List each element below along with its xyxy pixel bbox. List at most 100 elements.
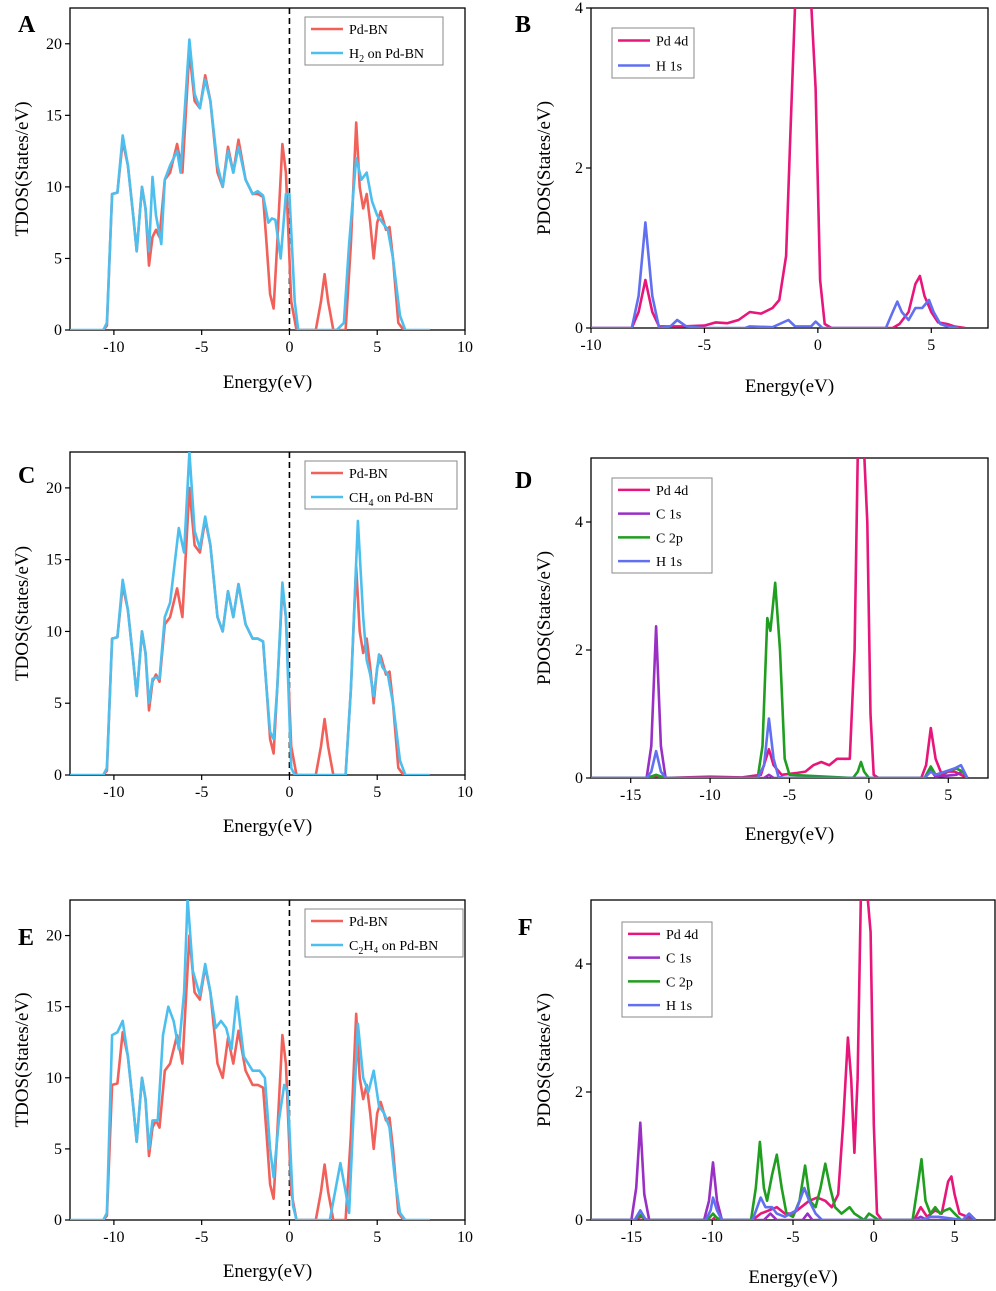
legend-label: H 1s [656,60,682,75]
panel-e: E -10 -5 0 5 10 0 5 10 15 20 Energy(eV) TDOS(States/… [12,899,473,1282]
legend-label: C 1s [656,508,681,523]
x-tick-label: 10 [457,339,473,356]
y-tick-label: 20 [46,480,62,497]
legend-label-rest: on Pd-BN [364,47,424,62]
plot-area [70,900,430,1220]
x-tick-label: 0 [865,787,873,804]
series-line-h-1s [591,1186,977,1220]
legend-label: Pd 4d [656,484,688,499]
legend-box [611,27,695,79]
legend-label-base: C [349,939,358,954]
plot-frame [69,7,466,331]
series-line-c-1s [591,1121,975,1220]
panel-f: F -15 -10 -5 0 5 0 2 4 Energy(eV) PDOS(States/eV) P… [518,899,996,1288]
x-tick-label: 5 [373,1229,381,1246]
y-axis-title: TDOS(States/eV) [12,101,33,236]
plot-area [591,8,966,328]
x-tick-label: 0 [285,339,293,356]
legend-label: C2H₄ on Pd-BN [349,939,438,957]
legend-label-rest: H₄ on Pd-BN [363,939,438,954]
y-axis-title: PDOS(States/eV) [534,551,555,685]
legend-box [304,460,458,510]
plot-frame [69,451,466,776]
legend-label-base: H 1s [656,555,682,570]
legend-box [611,477,713,574]
y-tick-label: 0 [575,770,583,787]
y-tick-label: 4 [575,514,583,531]
y-tick-label: 15 [46,552,62,569]
panel-letter: E [18,925,34,951]
x-tick-label: 5 [373,339,381,356]
plot-area [591,458,969,778]
x-tick-label: -5 [195,1229,208,1246]
plot-frame [69,899,466,1221]
x-tick-label: -5 [698,337,711,354]
x-axis-title: Energy(eV) [223,372,312,393]
x-tick-label: 0 [285,784,293,801]
legend-label-base: Pd 4d [656,35,688,50]
y-tick-label: 0 [575,1212,583,1229]
legend: Pd 4d C 1s C 2p H 1s [621,921,713,1018]
legend-label-base: CH [349,491,368,506]
legend: Pd-BN C2H₄ on Pd-BN [304,908,464,958]
y-tick-label: 15 [46,107,62,124]
series-line-h-1s [591,221,959,328]
legend-label-subscript: 4 [368,498,373,509]
y-tick-label: 0 [54,322,62,339]
x-tick-label: -15 [621,1229,642,1246]
x-tick-label: 0 [285,1229,293,1246]
series-line-ch4-on-pd-bn [70,452,430,775]
y-tick-label: 10 [46,623,62,640]
legend-label: C 2p [656,531,683,546]
legend: Pd-BN CH4 on Pd-BN [304,460,458,510]
panel-letter: C [18,463,35,489]
y-tick-label: 0 [575,320,583,337]
x-tick-label: -5 [786,1229,799,1246]
series-line-pd-4d [591,8,966,328]
legend-label-base: Pd 4d [666,928,698,943]
y-tick-label: 0 [54,767,62,784]
legend-box [621,921,713,1018]
legend-label-subscript: 2 [359,54,364,65]
x-axis-title: Energy(eV) [745,376,834,397]
panel-d: D -15 -10 -5 0 5 0 2 4 Energy(eV) PDOS(States/eV) P… [515,457,989,845]
y-tick-label: 5 [54,695,62,712]
legend-label: H 1s [656,555,682,570]
legend-label-base: C 1s [656,508,681,523]
y-axis-title: TDOS(States/eV) [12,992,33,1127]
x-axis-title: Energy(eV) [748,1267,837,1288]
legend-label-base: Pd 4d [656,484,688,499]
legend-label: CH4 on Pd-BN [349,491,433,509]
y-tick-label: 20 [46,928,62,945]
series-line-pd-4d [591,458,968,778]
y-tick-label: 4 [575,956,583,973]
x-tick-label: 0 [814,337,822,354]
x-axis-title: Energy(eV) [745,824,834,845]
legend: Pd 4d H 1s [611,27,695,79]
y-tick-label: 10 [46,1070,62,1087]
y-tick-label: 10 [46,179,62,196]
series-line-h-1s [591,717,969,778]
legend-box [304,908,464,958]
legend-label-base: H 1s [666,999,692,1014]
series-line-pd-bn [102,49,405,330]
legend-label: C 2p [666,975,693,990]
x-tick-label: 5 [927,337,935,354]
legend-label-base: Pd-BN [349,915,388,930]
panel-a: A -10 -5 0 5 10 0 5 10 15 20 Energy(eV) TDOS(States/… [12,7,473,393]
legend-label: Pd-BN [349,915,388,930]
y-tick-label: 5 [54,1141,62,1158]
legend: Pd 4d C 1s C 2p H 1s [611,477,713,574]
y-axis-title: PDOS(States/eV) [534,993,555,1127]
panel-letter: F [518,915,533,941]
x-tick-label: -10 [103,339,124,356]
y-tick-label: 0 [54,1212,62,1229]
y-axis-title: TDOS(States/eV) [12,546,33,681]
x-tick-label: 5 [373,784,381,801]
legend-label-base: H 1s [656,60,682,75]
legend-label-base: C 2p [656,531,683,546]
legend-label-base: C 1s [666,952,691,967]
legend-label-base: Pd-BN [349,23,388,38]
series-line-h2-on-pd-bn [70,38,430,330]
x-tick-label: 0 [870,1229,878,1246]
